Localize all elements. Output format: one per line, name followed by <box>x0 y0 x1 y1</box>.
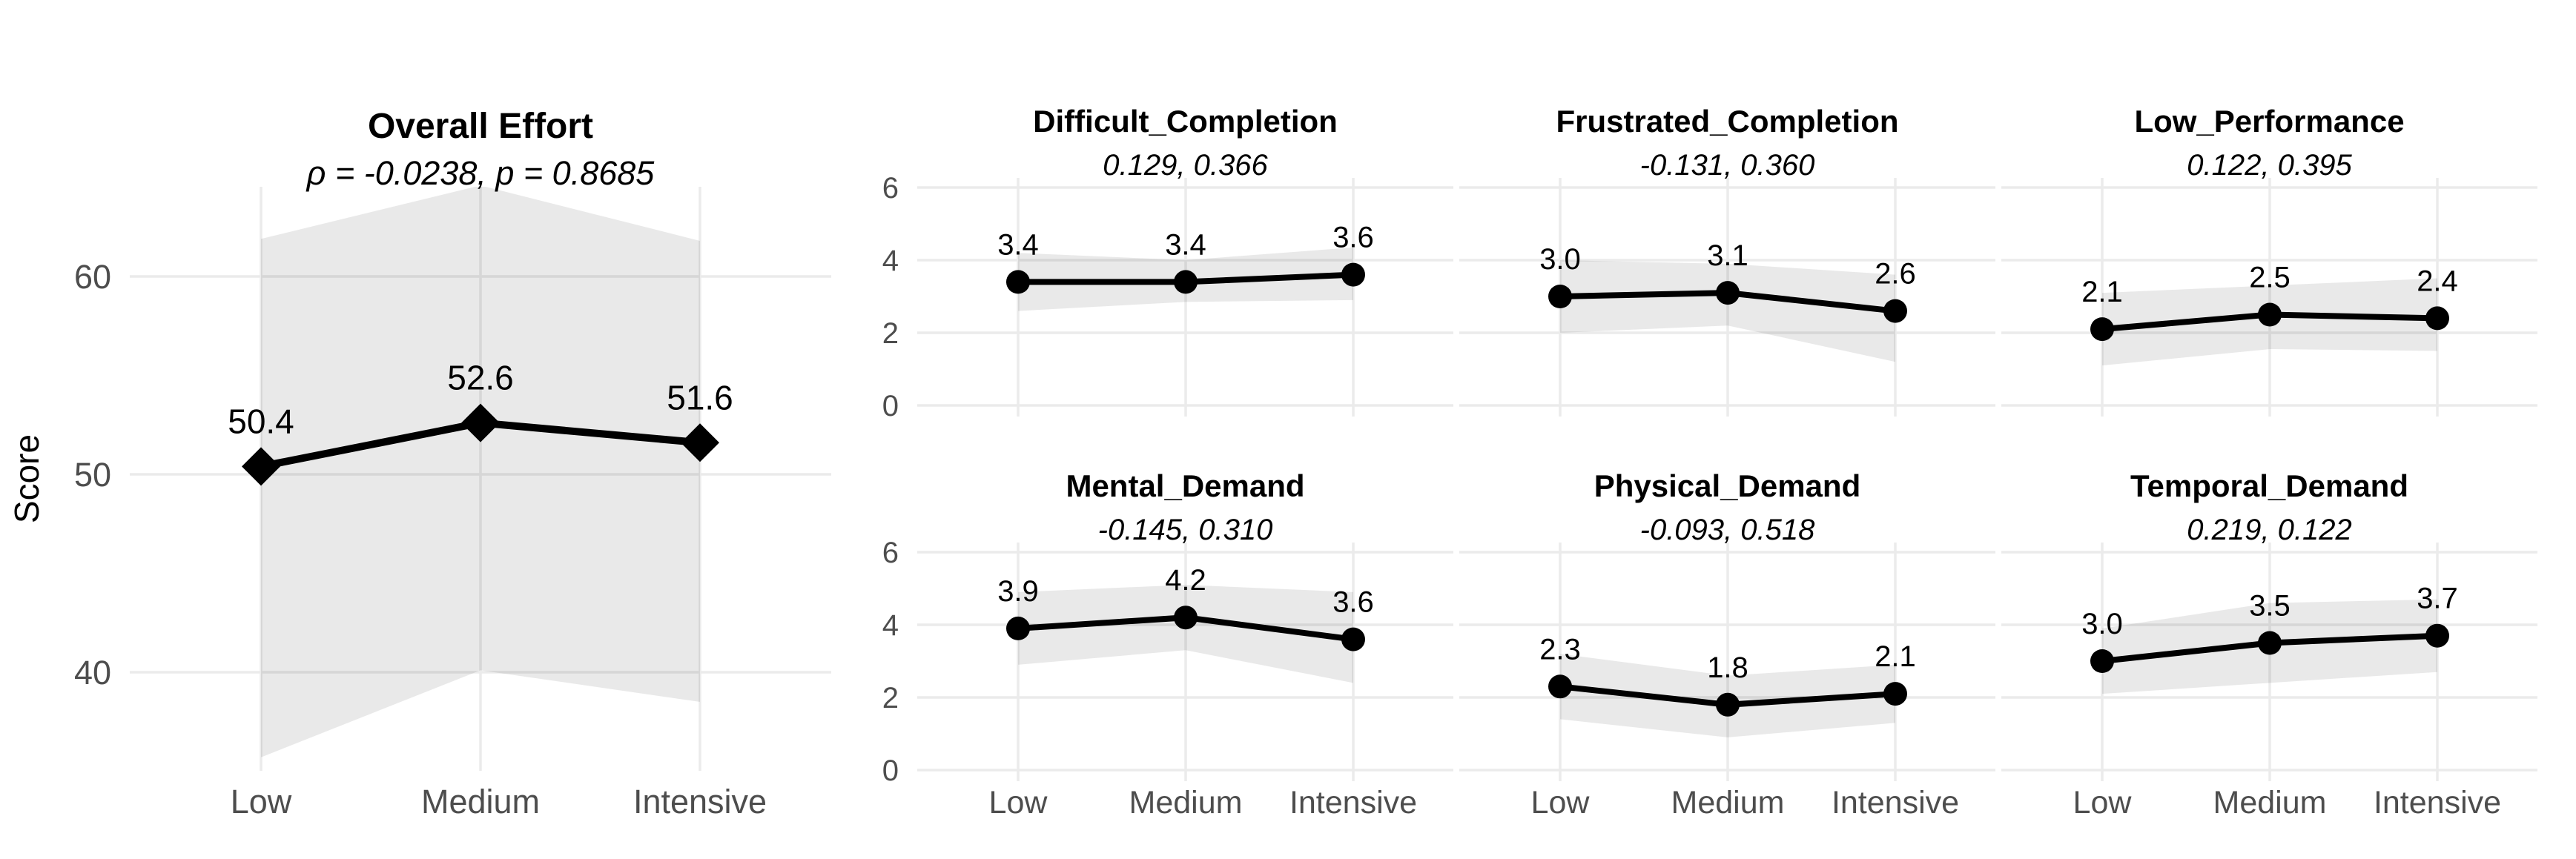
data-label: 2.1 <box>1875 640 1916 673</box>
y-tick-label: 6 <box>882 537 899 569</box>
data-label: 3.7 <box>2417 583 2458 615</box>
y-tick-label: 2 <box>882 317 899 350</box>
data-label: 2.5 <box>2249 262 2291 294</box>
y-tick-label: 0 <box>882 390 899 422</box>
data-label: 3.0 <box>1539 243 1581 276</box>
data-label: 3.1 <box>1707 239 1748 272</box>
data-point-marker <box>2258 631 2282 655</box>
y-tick-label: 4 <box>882 609 899 642</box>
y-axis-title: Score <box>7 434 46 523</box>
data-point-marker <box>1716 281 1740 305</box>
panel-title: Frustrated_Completion <box>1556 104 1898 139</box>
data-point-marker <box>1548 285 1572 308</box>
y-tick-label: 4 <box>882 245 899 277</box>
data-point-marker <box>1716 692 1740 717</box>
data-label: 1.8 <box>1707 651 1748 684</box>
data-point-marker <box>2090 317 2114 342</box>
data-point-marker <box>1548 674 1572 699</box>
data-point-marker <box>1174 606 1198 630</box>
x-tick-label: Medium <box>421 783 540 820</box>
data-point-marker <box>242 447 280 486</box>
data-label: 50.4 <box>228 402 294 440</box>
panel-low_performance: 2.1 2.5 2.4 Low_Performance 0.122, 0.395 <box>2001 104 2537 417</box>
x-tick-label: Low <box>989 785 1048 820</box>
x-tick-label: Medium <box>2213 785 2327 820</box>
data-label: 3.6 <box>1332 586 1374 619</box>
data-label: 2.4 <box>2417 265 2458 297</box>
data-point-marker <box>1006 270 1030 294</box>
confidence-ribbon <box>261 187 700 757</box>
data-point-marker <box>681 423 719 462</box>
y-tick-label: 6 <box>882 172 899 205</box>
data-point-marker <box>1883 682 1907 706</box>
data-label: 3.9 <box>997 575 1039 608</box>
data-label: 52.6 <box>447 359 514 397</box>
x-tick-label: Low <box>231 783 292 820</box>
panel-title: Physical_Demand <box>1594 468 1861 503</box>
data-label: 51.6 <box>667 378 733 417</box>
data-point-marker <box>2258 302 2282 327</box>
data-label: 2.3 <box>1539 633 1581 666</box>
data-label: 3.5 <box>2249 590 2291 623</box>
x-tick-label: Intensive <box>2374 785 2501 820</box>
x-tick-label: Intensive <box>1832 785 1959 820</box>
panel-title: Overall Effort <box>368 107 593 146</box>
panel-subtitle: ρ = -0.0238, p = 0.8685 <box>306 154 655 192</box>
panel-physical_demand: 2.3 1.8 2.1 Physical_Demand -0.093, 0.518 Low… <box>1459 468 1995 820</box>
panel-overall_effort: 50.4 52.6 51.6 Overall Effort ρ = -0.0238, p… <box>7 107 831 820</box>
x-tick-label: Intensive <box>1289 785 1417 820</box>
panel-title: Mental_Demand <box>1066 468 1304 503</box>
x-tick-label: Intensive <box>633 783 767 820</box>
panel-subtitle: -0.145, 0.310 <box>1098 514 1273 546</box>
y-tick-label: 40 <box>74 654 111 691</box>
y-tick-label: 2 <box>882 682 899 714</box>
panel-subtitle: -0.093, 0.518 <box>1640 514 1815 546</box>
data-label: 3.4 <box>997 228 1039 261</box>
data-label: 3.4 <box>1165 228 1206 261</box>
panel-mental_demand: 3.9 4.2 3.6 Mental_Demand -0.145, 0.310 0 2 4 6 L… <box>882 468 1453 820</box>
y-tick-label: 0 <box>882 754 899 787</box>
data-point-marker <box>2425 623 2449 648</box>
panel-difficult_completion: 3.4 3.4 3.6 Difficult_Completion 0.129, 0.36… <box>882 104 1453 422</box>
data-point-marker <box>461 403 500 442</box>
data-label: 2.1 <box>2081 276 2123 308</box>
data-point-marker <box>1006 616 1030 640</box>
panel-subtitle: 0.122, 0.395 <box>2187 149 2352 182</box>
x-tick-label: Low <box>2073 785 2133 820</box>
panel-title: Difficult_Completion <box>1033 104 1338 139</box>
data-point-marker <box>1341 627 1365 651</box>
panel-frustrated_completion: 3.0 3.1 2.6 Frustrated_Completion -0.131, 0.… <box>1459 104 1995 417</box>
x-tick-label: Medium <box>1671 785 1785 820</box>
data-point-marker <box>1341 262 1365 287</box>
confidence-ribbon <box>1560 260 1895 362</box>
data-label: 3.6 <box>1332 222 1374 254</box>
panel-subtitle: -0.131, 0.360 <box>1640 149 1815 182</box>
data-point-marker <box>2090 649 2114 673</box>
data-label: 2.6 <box>1875 258 1916 291</box>
data-label: 3.0 <box>2081 608 2123 640</box>
data-point-marker <box>1174 270 1198 294</box>
y-tick-label: 50 <box>74 456 111 494</box>
panel-title: Temporal_Demand <box>2130 468 2408 503</box>
x-tick-label: Low <box>1531 785 1591 820</box>
panel-subtitle: 0.129, 0.366 <box>1103 149 1268 182</box>
x-tick-label: Medium <box>1129 785 1243 820</box>
panel-title: Low_Performance <box>2134 104 2404 139</box>
confidence-ribbon <box>1018 585 1353 683</box>
panel-temporal_demand: 3.0 3.5 3.7 Temporal_Demand 0.219, 0.122 Low M… <box>2001 468 2537 820</box>
panel-subtitle: 0.219, 0.122 <box>2187 514 2351 546</box>
data-point-marker <box>2425 306 2449 331</box>
data-point-marker <box>1883 299 1907 323</box>
y-tick-label: 60 <box>74 258 111 296</box>
data-label: 4.2 <box>1165 564 1206 597</box>
